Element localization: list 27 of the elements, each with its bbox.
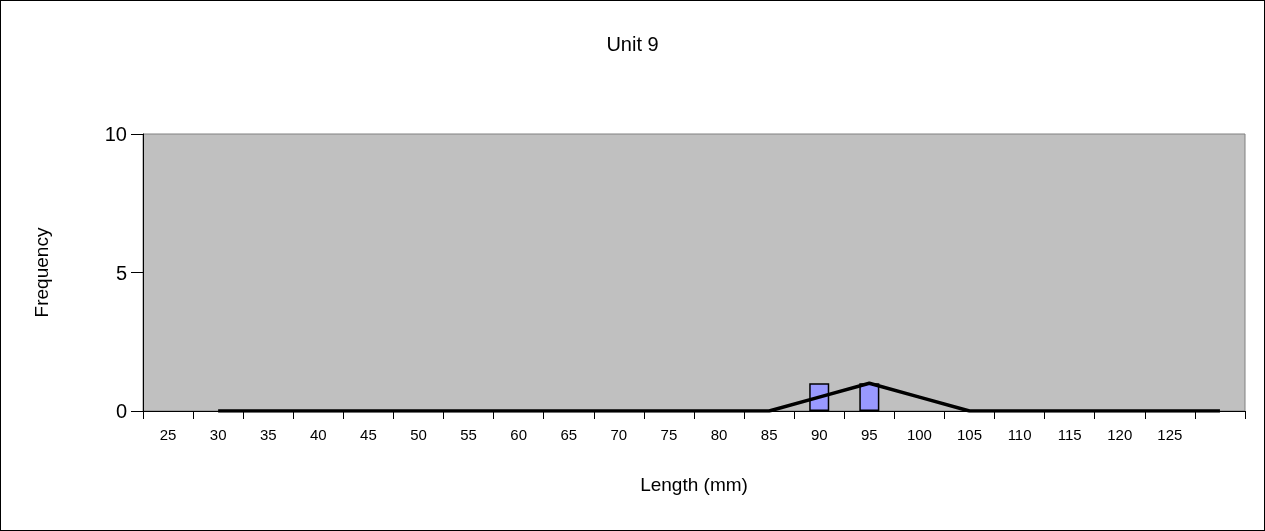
y-tick-label: 10 xyxy=(104,123,127,145)
x-tick-label: 60 xyxy=(510,426,528,443)
x-tick-label: 65 xyxy=(560,426,578,443)
x-tick-label: 50 xyxy=(410,426,427,443)
x-axis-title: Length (mm) xyxy=(640,474,748,495)
x-tick-label: 45 xyxy=(360,426,377,443)
x-tick-label: 85 xyxy=(760,426,778,443)
x-tick-label: 70 xyxy=(610,426,628,443)
x-tick-label: 100 xyxy=(906,426,932,443)
x-tick-label: 35 xyxy=(259,426,277,443)
x-tick-label: 90 xyxy=(810,426,828,443)
x-tick-label: 25 xyxy=(159,426,177,443)
x-tick-label: 110 xyxy=(1007,426,1032,443)
x-tick-label: 80 xyxy=(710,426,728,443)
y-tick-label: 5 xyxy=(115,261,127,284)
x-tick-label: 30 xyxy=(209,426,227,443)
x-tick-label: 55 xyxy=(460,426,477,443)
x-tick-label: 75 xyxy=(660,426,678,443)
x-tick-label: 115 xyxy=(1057,426,1082,443)
x-tick-label: 105 xyxy=(956,426,983,443)
y-axis-title: Frequency xyxy=(31,227,52,318)
x-tick-label: 125 xyxy=(1157,426,1183,443)
y-tick-label: 0 xyxy=(115,400,127,422)
x-tick-label: 120 xyxy=(1107,426,1133,443)
x-tick-label: 40 xyxy=(309,426,327,443)
x-tick-label: 95 xyxy=(860,426,878,443)
chart-title: Unit 9 xyxy=(606,33,659,55)
